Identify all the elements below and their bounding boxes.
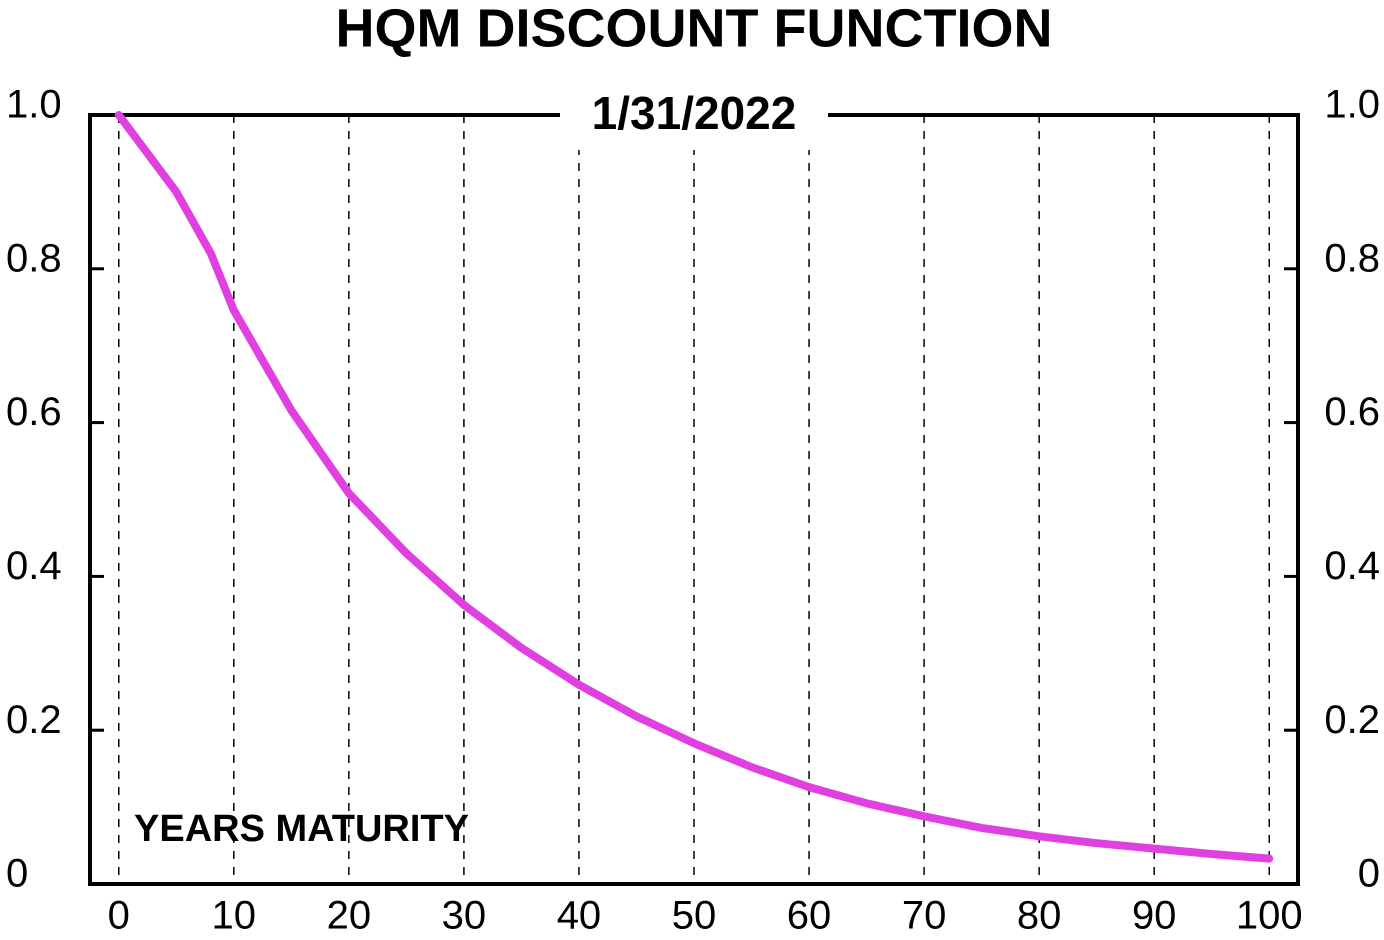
x-tick-label: 90 — [1132, 894, 1177, 938]
subtitle-background — [560, 90, 828, 150]
x-tick-label: 80 — [1017, 894, 1062, 938]
x-tick-label: 20 — [327, 894, 372, 938]
chart-subtitle: 1/31/2022 — [592, 87, 797, 139]
x-tick-label: 30 — [442, 894, 487, 938]
y-tick-label: 0 — [6, 852, 28, 896]
x-tick-label: 50 — [672, 894, 717, 938]
y-tick-label: 0.6 — [6, 390, 62, 434]
data-line — [114, 111, 1274, 863]
x-tick-label: 10 — [212, 894, 257, 938]
y2-tick-label: 0 — [1358, 852, 1380, 896]
y-tick-label: 0.4 — [6, 544, 62, 588]
y2-tick-label: 0.2 — [1324, 698, 1380, 742]
axis-annotation: YEARS MATURITY — [134, 808, 469, 850]
x-tick-label: 0 — [108, 894, 130, 938]
y2-tick-label: 0.8 — [1324, 236, 1380, 280]
y2-tick-label: 0.4 — [1324, 544, 1380, 588]
x-tick-label: 60 — [787, 894, 832, 938]
x-tick-label: 40 — [557, 894, 602, 938]
x-tick-label: 100 — [1236, 894, 1303, 938]
y-tick-label: 0.8 — [6, 236, 62, 280]
y-tick-label: 0.2 — [6, 698, 62, 742]
y-tick-label: 1.0 — [6, 83, 62, 127]
y2-tick-label: 1.0 — [1324, 83, 1380, 127]
chart-title: HQM DISCOUNT FUNCTION — [336, 0, 1053, 58]
x-tick-label: 70 — [902, 894, 947, 938]
y2-tick-label: 0.6 — [1324, 390, 1380, 434]
